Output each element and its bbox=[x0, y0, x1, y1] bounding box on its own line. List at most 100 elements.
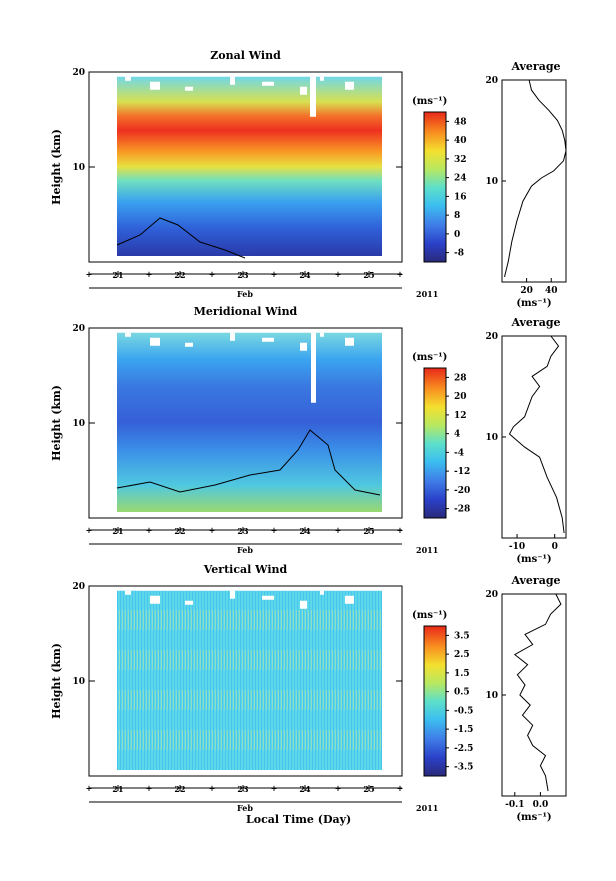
data-gap bbox=[320, 76, 324, 81]
heatmap-field bbox=[117, 590, 382, 770]
colorbar-tick-label: 4 bbox=[454, 430, 460, 440]
data-gap bbox=[230, 332, 235, 341]
colorbar-tick-label: -4 bbox=[454, 448, 464, 458]
avg-x-tick-label: -10 bbox=[509, 542, 525, 552]
month-label: Feb bbox=[237, 545, 253, 555]
year-label: 2011 bbox=[416, 289, 438, 299]
month-label: Feb bbox=[237, 289, 253, 299]
avg-x-tick-label: -0.1 bbox=[505, 800, 524, 810]
x-minor-tick: + bbox=[271, 783, 278, 793]
panel-title: Meridional Wind bbox=[194, 305, 298, 318]
average-frame bbox=[501, 335, 567, 539]
panel-title: Zonal Wind bbox=[210, 49, 281, 62]
data-gap bbox=[185, 342, 193, 347]
avg-y-tick-label: 10 bbox=[485, 177, 498, 187]
main-xlabel: Local Time (Day) bbox=[246, 813, 351, 826]
data-gap bbox=[150, 337, 160, 346]
x-minor-tick: + bbox=[86, 269, 93, 279]
avg-y-tick-label: 20 bbox=[485, 590, 498, 600]
heatmap-field bbox=[117, 332, 382, 512]
average-frame bbox=[501, 593, 567, 797]
colorbar-tick-label: 0.5 bbox=[454, 688, 470, 698]
month-label: Feb bbox=[237, 803, 253, 813]
x-tick-label: 21 bbox=[112, 526, 123, 536]
data-gap bbox=[150, 81, 160, 90]
y-axis-label: Height (km) bbox=[50, 129, 63, 205]
x-tick-label: 23 bbox=[237, 270, 249, 280]
data-gap bbox=[262, 81, 274, 86]
colorbar-tick-label: 1.5 bbox=[454, 669, 470, 679]
avg-y-tick-label: 20 bbox=[485, 332, 498, 342]
average-title: Average bbox=[510, 574, 560, 587]
average-title: Average bbox=[510, 316, 560, 329]
x-minor-tick: + bbox=[271, 269, 278, 279]
average-profile-line bbox=[504, 79, 567, 278]
x-minor-tick: + bbox=[335, 269, 342, 279]
colorbar-tick-label: 20 bbox=[454, 392, 467, 402]
x-minor-tick: + bbox=[335, 783, 342, 793]
x-tick-label: 22 bbox=[174, 526, 185, 536]
data-gap bbox=[150, 595, 160, 604]
x-tick-label: 21 bbox=[112, 270, 123, 280]
colorbar-tick-label: 12 bbox=[454, 411, 467, 421]
colorbar-tick-label: 2.5 bbox=[454, 650, 470, 660]
y-tick-label: 10 bbox=[72, 419, 85, 429]
data-gap bbox=[300, 342, 307, 351]
colorbar bbox=[423, 367, 447, 519]
average-profile-line bbox=[513, 593, 562, 792]
colorbar-unit: (ms⁻¹) bbox=[412, 96, 447, 107]
data-gap bbox=[125, 590, 131, 595]
x-minor-tick: + bbox=[397, 269, 404, 279]
colorbar-unit: (ms⁻¹) bbox=[412, 352, 447, 363]
colorbar-unit: (ms⁻¹) bbox=[412, 610, 447, 621]
avg-x-label: (ms⁻¹) bbox=[516, 298, 551, 309]
panel-1: Zonal Wind 20 10 Height (km) 21 22 23 24 25 + + + + +… bbox=[50, 49, 567, 309]
colorbar-tick-label: 16 bbox=[454, 192, 467, 202]
x-tick-label: 21 bbox=[112, 784, 123, 794]
colorbar-tick-label: -0.5 bbox=[454, 706, 473, 716]
x-tick-label: 23 bbox=[237, 784, 249, 794]
x-tick-label: 25 bbox=[363, 784, 374, 794]
data-gap bbox=[345, 337, 354, 346]
y-axis-label: Height (km) bbox=[50, 385, 63, 461]
data-gap bbox=[125, 76, 131, 81]
x-tick-label: 24 bbox=[299, 526, 311, 536]
colorbar-tick-label: -28 bbox=[454, 505, 470, 515]
x-minor-tick: + bbox=[209, 525, 216, 535]
avg-y-tick-label: 10 bbox=[485, 691, 498, 701]
colorbar bbox=[423, 625, 447, 777]
avg-x-tick-label: 40 bbox=[545, 286, 558, 296]
data-gap bbox=[320, 590, 324, 595]
x-minor-tick: + bbox=[209, 269, 216, 279]
x-tick-label: 22 bbox=[174, 784, 185, 794]
avg-y-tick-label: 10 bbox=[485, 433, 498, 443]
colorbar-tick-label: -8 bbox=[454, 249, 464, 259]
panel-2: Meridional Wind 20 10 Height (km) 21 22 23 24 25… bbox=[50, 305, 567, 565]
avg-x-label: (ms⁻¹) bbox=[516, 554, 551, 565]
x-minor-tick: + bbox=[146, 783, 153, 793]
colorbar-tick-label: -12 bbox=[454, 467, 470, 477]
data-gap bbox=[185, 600, 193, 605]
panel-title: Vertical Wind bbox=[203, 563, 288, 576]
avg-x-label: (ms⁻¹) bbox=[516, 812, 551, 823]
colorbar-tick-label: 8 bbox=[454, 211, 460, 221]
heatmap-field bbox=[117, 76, 382, 256]
avg-x-tick-label: 20 bbox=[520, 286, 533, 296]
data-gap bbox=[262, 595, 274, 600]
data-gap bbox=[300, 86, 307, 95]
y-tick-label: 20 bbox=[72, 582, 85, 592]
data-gap bbox=[311, 332, 316, 403]
x-tick-label: 25 bbox=[363, 526, 374, 536]
x-minor-tick: + bbox=[397, 783, 404, 793]
x-tick-label: 23 bbox=[237, 526, 249, 536]
y-tick-label: 10 bbox=[72, 163, 85, 173]
year-label: 2011 bbox=[416, 803, 438, 813]
avg-x-tick-label: 0 bbox=[552, 542, 558, 552]
y-tick-label: 10 bbox=[72, 677, 85, 687]
average-title: Average bbox=[510, 60, 560, 73]
x-minor-tick: + bbox=[146, 269, 153, 279]
colorbar-tick-label: 0 bbox=[454, 230, 460, 240]
x-minor-tick: + bbox=[146, 525, 153, 535]
colorbar-tick-label: -3.5 bbox=[454, 763, 473, 773]
